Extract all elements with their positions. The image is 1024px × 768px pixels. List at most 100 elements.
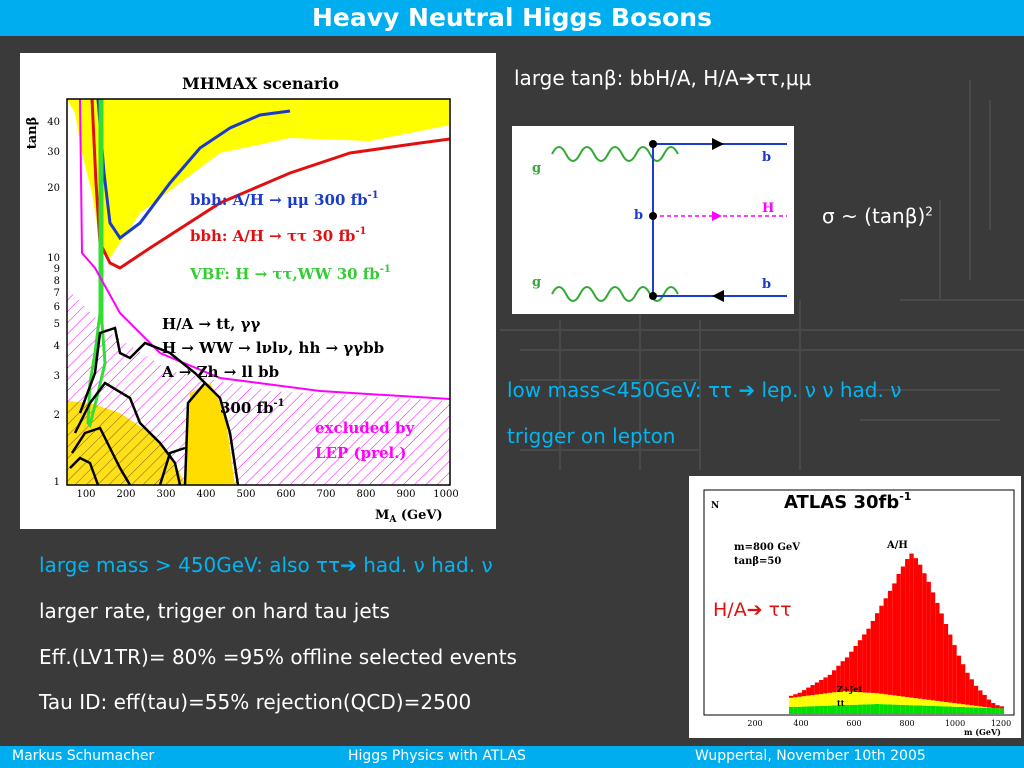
histogram-bin [879,704,884,714]
xtick: 100 [76,489,95,500]
svg-text:tt: tt [837,698,845,708]
histogram-bin [836,705,841,714]
histogram-bin [849,691,854,705]
histogram-bin [810,685,815,696]
histogram-bin [922,705,927,714]
histogram-bin [900,696,906,705]
histogram-bin [909,697,914,706]
ytick: 1 [54,477,60,488]
legend-bbh-mumu: bbh: A/H → μμ 300 fb-1 [190,190,379,209]
svg-text:400: 400 [793,719,808,728]
xtick: 600 [276,489,295,500]
tauid-text: Tau ID: eff(tau)=55% rejection(QCD)=2500 [39,690,472,714]
atlas-title: ATLAS 30fb-1 [784,490,911,513]
low-mass-text: low mass<450GeV: ττ ➔ lep. ν ν had. ν [507,378,902,402]
histogram-bin [832,670,837,693]
histogram-bin [956,703,961,707]
svg-text:g: g [532,161,541,176]
histogram-bin [943,702,949,707]
histogram-bin [883,694,888,705]
atlas-plot-panel: ATLAS 30fb-1 N m=800 GeV tanβ=50 A/H H/A… [689,476,1021,738]
histogram-bin [810,695,815,707]
svg-text:1000: 1000 [945,719,965,728]
histogram-bin [849,651,854,692]
histogram-bin [896,573,901,696]
histogram-bin [862,704,867,714]
histogram-bin [823,693,828,706]
histogram-bin [814,682,820,695]
histogram-bin [793,697,798,707]
histogram-bin [819,679,824,694]
histogram-bin [905,705,910,714]
svg-text:600: 600 [846,719,861,728]
histogram-bin [849,704,854,714]
annotation-htt: H/A → tt, γγ [162,315,261,333]
ytick: 3 [54,371,60,382]
histogram-bin [999,708,1004,714]
bbh-mumu-region [67,99,450,258]
histogram-bin [995,708,1000,714]
gluon-top [551,146,679,162]
histogram-bin [952,706,957,714]
histogram-bin [870,704,875,714]
ytick: 30 [47,147,60,158]
histogram-bin [999,706,1004,709]
histogram-bin [844,691,850,706]
histogram-bin [935,700,940,707]
histogram-bin [939,613,944,702]
vbf-curve [86,99,107,428]
histogram-bin [887,590,893,695]
legend-bbh-tautau: bbh: A/H → ττ 30 fb-1 [190,226,367,245]
svg-text:1200: 1200 [991,719,1011,728]
histogram-bin [823,677,828,694]
xtick: 700 [316,489,335,500]
ytick: 40 [47,117,60,128]
histogram-bin [982,706,987,708]
histogram-bin [930,592,936,701]
xtick: 500 [236,489,255,500]
histogram-bin [965,672,970,705]
large-tanb-text: large tanβ: bbH/A, H/A➔ττ,μμ [514,66,812,90]
histogram-bin [978,690,983,707]
histogram-bin [939,706,944,714]
ytick: 2 [54,410,60,421]
histogram-bin [892,704,897,714]
histogram-bin [857,692,863,705]
histogram-bin [896,695,901,705]
histogram-bin [892,583,897,696]
histogram-bin [973,685,979,706]
histogram-bin [986,707,992,714]
svg-text:b: b [634,208,643,223]
histogram-bin [879,693,884,705]
ytick: 8 [54,276,60,287]
footer-bar: Markus Schumacher Higgs Physics with ATL… [0,746,1024,768]
xtick: 900 [396,489,415,500]
histogram-bin [965,704,970,708]
footer-author: Markus Schumacher [12,748,155,764]
histogram-bin [827,705,832,714]
histogram-bin [905,559,910,698]
histogram-bin [793,706,798,714]
histogram-bin [956,706,961,714]
histogram-bin [887,704,893,714]
histogram-bin [900,704,906,714]
histogram-bin [883,704,888,714]
feynman-diagram: g g b b b H [532,138,787,302]
legend-vbf: VBF: H → ττ,WW 30 fb-1 [189,264,391,283]
footer-place-date: Wuppertal, November 10th 2005 [695,748,926,764]
ytick: 5 [54,319,60,330]
histogram-bin [862,634,867,693]
svg-text:b: b [762,277,771,292]
histogram-bin [973,705,979,708]
histogram-bin [857,704,863,714]
eff-text: Eff.(LV1TR)= 80% =95% offline selected e… [39,645,517,669]
histogram-bin [978,706,983,708]
histogram-bin [900,566,906,697]
plot-title: MHMAX scenario [182,74,339,93]
lep-curve [79,98,451,400]
histogram-bin [866,628,871,693]
histogram-bin [961,664,966,705]
histogram-bin [926,699,931,706]
histogram-bin [918,705,923,714]
histogram-bin [926,705,931,714]
